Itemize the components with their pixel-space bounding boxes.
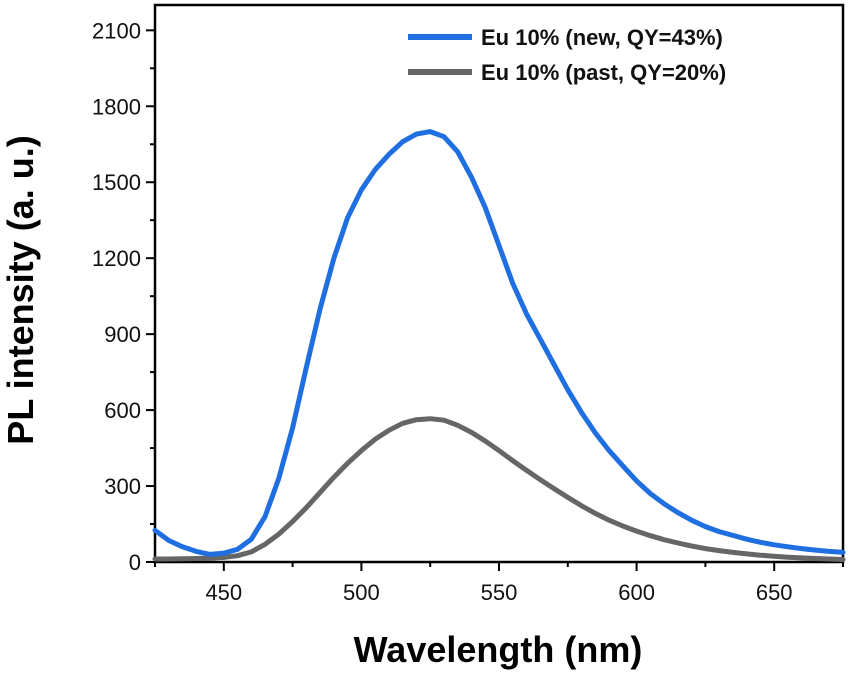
x-axis-title: Wavelength (nm) bbox=[354, 629, 643, 670]
y-tick-label: 0 bbox=[129, 550, 141, 575]
y-tick-label: 1500 bbox=[92, 170, 141, 195]
x-tick-label: 650 bbox=[756, 580, 793, 605]
y-tick-label: 300 bbox=[104, 474, 141, 499]
x-tick-label: 600 bbox=[618, 580, 655, 605]
y-tick-label: 1200 bbox=[92, 246, 141, 271]
y-tick-label: 2100 bbox=[92, 18, 141, 43]
y-tick-label: 1800 bbox=[92, 94, 141, 119]
legend-label-1: Eu 10% (past, QY=20%) bbox=[481, 60, 726, 85]
y-axis-title: PL intensity (a. u.) bbox=[0, 135, 41, 444]
y-tick-label: 900 bbox=[104, 322, 141, 347]
x-tick-label: 550 bbox=[481, 580, 518, 605]
series-line-0 bbox=[152, 129, 846, 557]
plot-frame bbox=[153, 3, 845, 564]
x-tick-label: 500 bbox=[343, 580, 380, 605]
plot-area: 450 500 550 600 650 0 300 600 900 1200 1500 1800 210… bbox=[92, 3, 846, 605]
legend-label-0: Eu 10% (new, QY=43%) bbox=[481, 25, 723, 50]
x-tick-label: 450 bbox=[205, 580, 242, 605]
y-tick-label: 600 bbox=[104, 398, 141, 423]
series-line-1 bbox=[152, 416, 846, 562]
